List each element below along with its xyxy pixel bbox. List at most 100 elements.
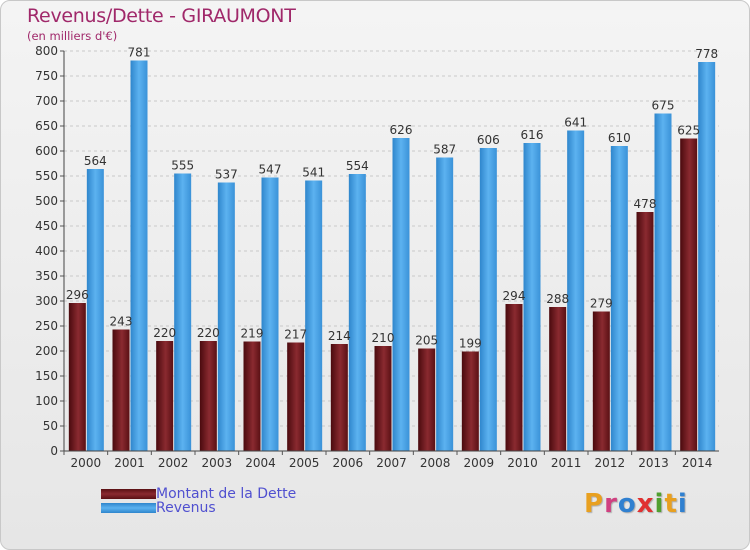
x-tick-label: 2007: [376, 456, 407, 470]
bar-dette: [374, 346, 392, 451]
data-label-dette: 219: [241, 327, 264, 341]
bar-dette: [680, 138, 698, 451]
bar-revenus: [392, 138, 410, 451]
x-tick-label: 2002: [158, 456, 189, 470]
data-label-revenus: 554: [346, 159, 369, 173]
data-label-dette: 220: [153, 326, 176, 340]
data-label-dette: 296: [66, 288, 89, 302]
bar-revenus: [698, 62, 716, 451]
x-tick-label: 2006: [333, 456, 364, 470]
x-tick-label: 2012: [595, 456, 626, 470]
bar-revenus: [567, 130, 585, 451]
data-label-revenus: 537: [215, 168, 238, 182]
bar-dette: [287, 342, 305, 451]
y-tick-label: 650: [35, 119, 58, 133]
y-tick-label: 450: [35, 219, 58, 233]
data-label-dette: 288: [546, 292, 569, 306]
x-tick-label: 2000: [71, 456, 102, 470]
data-label-dette: 625: [677, 124, 700, 138]
data-label-revenus: 564: [84, 154, 107, 168]
x-tick-label: 2008: [420, 456, 451, 470]
proxiti-logo: Proxiti: [584, 489, 688, 519]
y-tick-label: 800: [35, 44, 58, 58]
data-label-dette: 243: [110, 315, 133, 329]
y-tick-label: 400: [35, 244, 58, 258]
data-label-dette: 210: [372, 331, 395, 345]
bar-revenus: [479, 148, 497, 451]
data-label-dette: 214: [328, 329, 351, 343]
data-label-dette: 199: [459, 337, 482, 351]
y-tick-label: 700: [35, 94, 58, 108]
bar-dette: [549, 307, 567, 451]
data-label-revenus: 541: [302, 166, 325, 180]
bar-revenus: [130, 60, 148, 451]
x-tick-label: 2013: [638, 456, 669, 470]
x-tick-label: 2010: [507, 456, 538, 470]
y-tick-label: 250: [35, 319, 58, 333]
data-label-revenus: 587: [433, 143, 456, 157]
logo-letter: x: [636, 489, 655, 519]
data-label-dette: 220: [197, 326, 220, 340]
logo-letter: i: [654, 489, 665, 519]
logo-letter: i: [677, 489, 688, 519]
legend-item-revenus: Revenus: [101, 500, 296, 516]
bar-dette: [592, 311, 610, 451]
bar-dette: [461, 351, 479, 451]
y-tick-label: 350: [35, 269, 58, 283]
bar-revenus: [305, 180, 323, 451]
y-tick-label: 550: [35, 169, 58, 183]
bar-dette: [112, 329, 130, 451]
legend-swatch-dette: [101, 489, 156, 499]
x-tick-label: 2014: [682, 456, 713, 470]
data-label-dette: 217: [284, 328, 307, 342]
x-tick-label: 2001: [114, 456, 145, 470]
data-label-revenus: 606: [477, 133, 500, 147]
bar-dette: [418, 348, 436, 451]
y-tick-label: 500: [35, 194, 58, 208]
y-tick-label: 0: [50, 444, 58, 458]
bar-revenus: [523, 143, 541, 451]
bar-dette: [156, 341, 174, 451]
x-tick-label: 2011: [551, 456, 582, 470]
data-label-revenus: 555: [171, 159, 194, 173]
bar-dette: [636, 212, 654, 451]
logo-letter: P: [584, 489, 605, 519]
data-label-revenus: 626: [390, 123, 413, 137]
y-tick-label: 200: [35, 344, 58, 358]
legend-swatch-revenus: [101, 503, 156, 513]
bar-revenus: [436, 157, 454, 451]
x-tick-label: 2005: [289, 456, 320, 470]
logo-letter: t: [664, 489, 678, 519]
data-label-revenus: 610: [608, 131, 631, 145]
data-label-revenus: 547: [259, 163, 282, 177]
y-tick-label: 150: [35, 369, 58, 383]
bar-revenus: [86, 169, 104, 451]
y-tick-label: 100: [35, 394, 58, 408]
legend-label-revenus: Revenus: [156, 500, 216, 516]
y-tick-label: 300: [35, 294, 58, 308]
x-tick-label: 2003: [202, 456, 233, 470]
y-tick-label: 600: [35, 144, 58, 158]
bar-revenus: [654, 113, 672, 451]
data-label-dette: 478: [634, 197, 657, 211]
data-label-dette: 279: [590, 297, 613, 311]
legend: Montant de la Dette Revenus: [101, 486, 297, 516]
bar-revenus: [348, 174, 366, 451]
y-tick-label: 50: [43, 419, 58, 433]
data-label-revenus: 641: [564, 116, 587, 130]
legend-label-dette: Montant de la Dette: [156, 486, 297, 502]
data-label-revenus: 778: [695, 47, 718, 61]
data-label-revenus: 675: [652, 99, 675, 113]
bar-dette: [68, 303, 86, 451]
bar-dette: [330, 344, 348, 451]
data-label-revenus: 781: [128, 46, 151, 60]
chart-subtitle: (en milliers d'€): [27, 29, 118, 43]
x-tick-label: 2009: [464, 456, 495, 470]
data-label-dette: 294: [503, 289, 526, 303]
logo-letter: r: [604, 489, 618, 519]
legend-item-dette: Montant de la Dette: [101, 486, 297, 502]
x-tick-label: 2004: [245, 456, 276, 470]
y-tick-label: 750: [35, 69, 58, 83]
